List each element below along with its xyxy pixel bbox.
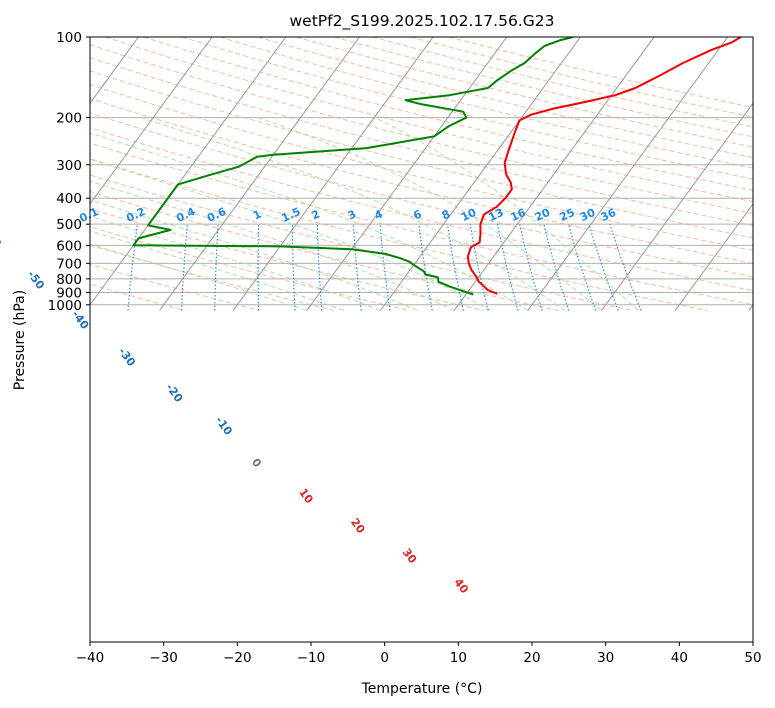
isotherm-line xyxy=(601,102,753,311)
mixing-ratio-line xyxy=(588,224,619,311)
x-tick-label: 0 xyxy=(380,650,389,666)
y-tick-label: 1000 xyxy=(48,298,82,314)
temperature-profile-line xyxy=(466,37,742,295)
y-tick-label: 900 xyxy=(56,286,82,302)
y-axis-title: Pressure (hPa) xyxy=(12,290,28,390)
moist-adiabat-line xyxy=(90,158,492,311)
x-tick-label: −20 xyxy=(223,650,252,666)
isotherm-line xyxy=(90,37,139,105)
isotherm-line xyxy=(232,37,434,311)
mixing-ratio-line xyxy=(316,224,323,311)
mixing-ratio-line xyxy=(609,224,642,311)
moist-adiabat-line xyxy=(257,117,602,311)
dewpoint-profile-line xyxy=(132,37,574,296)
mixing-ratio-line xyxy=(469,224,489,311)
mixing-ratio-line xyxy=(214,224,219,311)
y-tick-label: 300 xyxy=(56,158,82,174)
moist-adiabat-line xyxy=(140,117,565,311)
dry-adiabat-line xyxy=(90,208,484,311)
x-tick-label: 50 xyxy=(744,650,761,666)
y-tick-label: 700 xyxy=(56,256,82,272)
isotherm-line xyxy=(90,37,213,205)
mixing-ratio-line xyxy=(446,224,464,311)
dry-adiabat-line xyxy=(181,37,753,180)
dry-adiabat-line xyxy=(90,84,753,252)
dry-adiabat-line xyxy=(90,127,753,292)
mixing-ratio-label: 16 xyxy=(508,206,528,224)
x-tick-label: −40 xyxy=(76,650,105,666)
isotherm-line xyxy=(527,37,729,311)
y-tick-label: 400 xyxy=(56,191,82,207)
mixing-ratio-label: 20 xyxy=(533,206,553,224)
mixing-ratio-line xyxy=(181,224,188,311)
x-tick-label: 10 xyxy=(450,650,467,666)
chart-title: wetPf2_S199.2025.102.17.56.G23 xyxy=(290,12,555,31)
dry-adiabat-line xyxy=(90,112,753,278)
x-tick-label: 20 xyxy=(523,650,540,666)
plot-frame xyxy=(89,36,754,643)
y-tick-label: 500 xyxy=(56,217,82,233)
isotherm-line xyxy=(674,203,753,311)
y-tick-label: 600 xyxy=(56,238,82,254)
x-tick-label: 30 xyxy=(597,650,614,666)
mixing-ratio-line xyxy=(352,224,362,311)
isotherm-line xyxy=(159,37,360,311)
dry-adiabat-line xyxy=(90,98,753,264)
x-axis-title: Temperature (°C) xyxy=(361,681,483,697)
isotherm-line xyxy=(306,37,508,311)
dry-adiabat-line xyxy=(90,70,753,239)
mixing-ratio-line xyxy=(379,224,391,311)
moist-adiabat-line xyxy=(90,199,418,311)
mixing-ratio-line xyxy=(496,224,519,311)
isotherm-label: -60 xyxy=(0,226,4,250)
mixing-ratio-label: 36 xyxy=(599,206,619,224)
y-tick-label: 200 xyxy=(56,111,82,127)
moist-adiabat-line xyxy=(90,132,529,311)
mixing-ratio-label: 25 xyxy=(557,206,576,224)
mixing-ratio-label: 10 xyxy=(459,206,479,224)
mixing-ratio-label: 30 xyxy=(578,206,598,224)
dry-adiabat-line xyxy=(90,174,633,311)
sounding-profiles xyxy=(132,37,742,296)
x-axis: −40 −30 −20 −10 0 10 20 30 40 50 xyxy=(76,642,762,666)
isotherm-line xyxy=(90,37,287,306)
dry-adiabat-line xyxy=(143,37,753,191)
mixing-ratio-label: 13 xyxy=(486,206,505,224)
mixing-ratio-line xyxy=(543,224,570,311)
mixing-ratio-line xyxy=(257,224,260,311)
mixing-ratio-line xyxy=(519,224,543,311)
moist-adiabat-line xyxy=(374,117,639,311)
mixing-ratio-line xyxy=(568,224,597,311)
dry-adiabat-line xyxy=(90,191,559,311)
moist-adiabat-line xyxy=(90,230,344,311)
mixing-ratio-line xyxy=(291,224,296,311)
x-tick-label: 40 xyxy=(671,650,688,666)
dry-adiabat-line xyxy=(90,44,753,214)
dry-adiabat-line xyxy=(90,158,708,311)
y-tick-label: 100 xyxy=(56,30,82,46)
dry-adiabat-line xyxy=(90,142,753,306)
x-tick-label: −10 xyxy=(297,650,326,666)
y-tick-label: 800 xyxy=(56,272,82,288)
moist-adiabat-line xyxy=(90,215,381,311)
isotherm-label: -50 xyxy=(25,268,47,292)
x-tick-label: −30 xyxy=(149,650,178,666)
dry-adiabat-line xyxy=(219,37,753,169)
isotherm-line xyxy=(453,37,655,311)
dry-adiabat-line xyxy=(257,37,753,159)
background-lines xyxy=(90,37,753,311)
moist-adiabat-line xyxy=(90,180,455,311)
dry-adiabat-line xyxy=(90,283,185,311)
